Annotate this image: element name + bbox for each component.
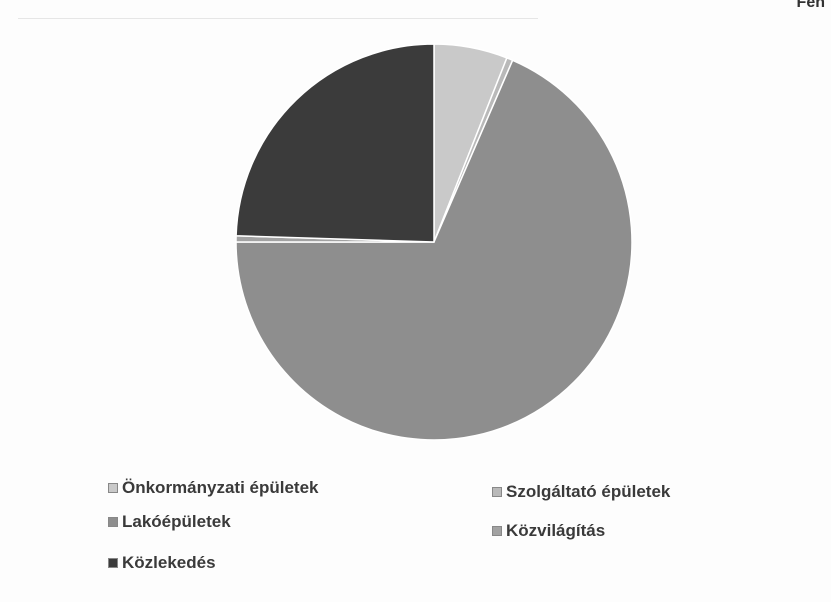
- corner-text: Fen: [796, 0, 825, 11]
- pie-slice-3: [235, 59, 633, 441]
- scan-artifact-line: [18, 18, 538, 19]
- pie-slice-5: [235, 43, 435, 243]
